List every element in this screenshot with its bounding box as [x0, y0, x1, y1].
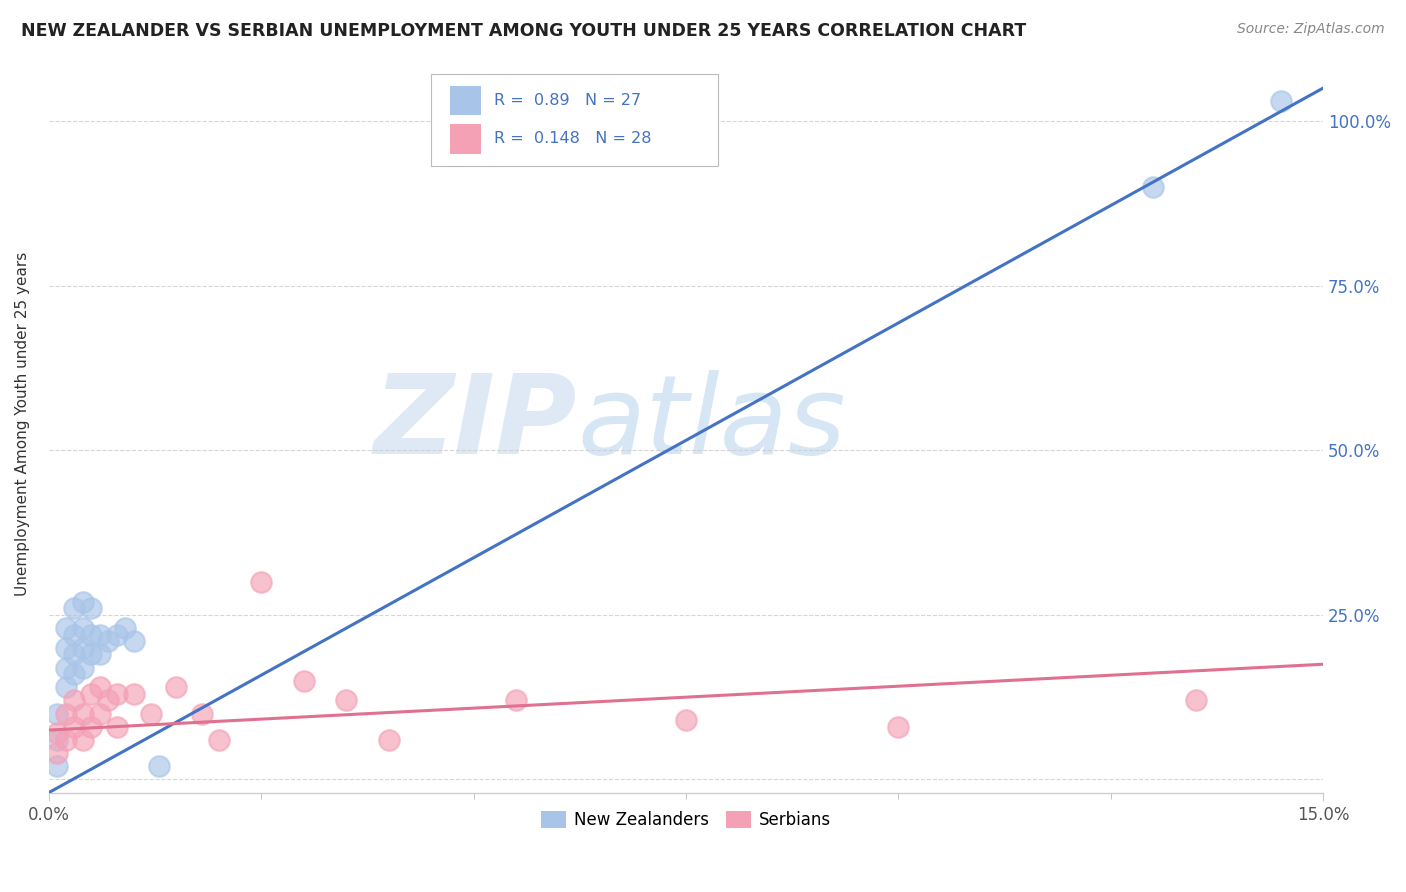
Point [80, 720, 103, 734]
Point [89, 648, 111, 662]
Text: NEW ZEALANDER VS SERBIAN UNEMPLOYMENT AMONG YOUTH UNDER 25 YEARS CORRELATION CHA: NEW ZEALANDER VS SERBIAN UNEMPLOYMENT AM… [21, 22, 1026, 40]
Point [105, 720, 128, 734]
FancyBboxPatch shape [450, 86, 481, 115]
Point [80, 648, 103, 662]
Text: R =  0.148   N = 28: R = 0.148 N = 28 [494, 131, 651, 146]
Point [89, 627, 111, 641]
Text: R =  0.89   N = 27: R = 0.89 N = 27 [494, 93, 641, 108]
Text: Source: ZipAtlas.com: Source: ZipAtlas.com [1237, 22, 1385, 37]
Point [72, 706, 94, 721]
Point [46, 759, 69, 773]
Point [114, 621, 136, 635]
Point [190, 706, 212, 721]
Point [335, 693, 357, 707]
Point [1270, 94, 1292, 108]
Point [292, 673, 315, 688]
Text: ZIP: ZIP [374, 370, 578, 477]
Point [72, 660, 94, 674]
Point [105, 627, 128, 641]
Point [89, 681, 111, 695]
Point [55, 706, 77, 721]
Point [377, 733, 399, 747]
Text: atlas: atlas [578, 370, 846, 477]
Point [72, 733, 94, 747]
Point [505, 693, 527, 707]
Point [148, 759, 170, 773]
Point [72, 640, 94, 655]
Point [208, 733, 231, 747]
Legend: New Zealanders, Serbians: New Zealanders, Serbians [534, 805, 838, 836]
Y-axis label: Unemployment Among Youth under 25 years: Unemployment Among Youth under 25 years [15, 252, 30, 596]
Point [63, 648, 86, 662]
Point [46, 706, 69, 721]
Point [63, 667, 86, 681]
Point [105, 687, 128, 701]
Point [55, 640, 77, 655]
Point [55, 733, 77, 747]
Point [165, 681, 187, 695]
Point [122, 634, 145, 648]
FancyBboxPatch shape [432, 73, 718, 166]
Point [63, 720, 86, 734]
Point [80, 687, 103, 701]
Point [97, 634, 120, 648]
Point [72, 621, 94, 635]
Point [46, 733, 69, 747]
Point [63, 601, 86, 615]
Point [89, 706, 111, 721]
Point [887, 720, 910, 734]
Point [55, 681, 77, 695]
Point [675, 713, 697, 727]
Point [72, 595, 94, 609]
Point [55, 660, 77, 674]
FancyBboxPatch shape [450, 124, 481, 153]
Point [80, 601, 103, 615]
Point [1142, 179, 1164, 194]
Point [63, 693, 86, 707]
Point [1184, 693, 1206, 707]
Point [122, 687, 145, 701]
Point [139, 706, 162, 721]
Point [97, 693, 120, 707]
Point [63, 627, 86, 641]
Point [80, 627, 103, 641]
Point [250, 574, 273, 589]
Point [55, 621, 77, 635]
Point [46, 746, 69, 760]
Point [46, 726, 69, 740]
